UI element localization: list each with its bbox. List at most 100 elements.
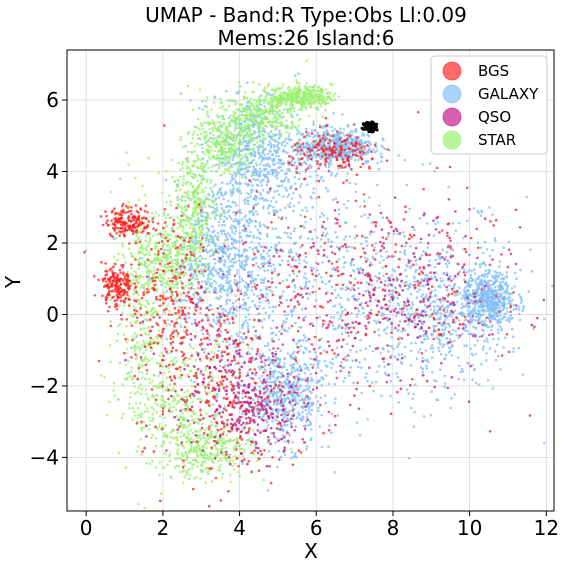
point-galaxy: [396, 329, 400, 333]
point-galaxy: [484, 263, 487, 267]
point-galaxy: [244, 307, 247, 310]
point-galaxy: [337, 294, 340, 297]
point-galaxy: [358, 361, 361, 364]
point-galaxy: [219, 131, 223, 134]
point-star: [139, 327, 142, 330]
point-galaxy: [273, 364, 277, 368]
point-galaxy: [467, 279, 471, 282]
point-galaxy: [298, 262, 301, 265]
point-galaxy: [485, 352, 488, 355]
point-star: [187, 461, 190, 464]
point-galaxy: [273, 190, 276, 193]
point-galaxy: [220, 232, 224, 236]
point-galaxy: [237, 398, 240, 402]
point-galaxy: [501, 280, 505, 284]
point-galaxy: [212, 257, 216, 261]
point-star: [148, 340, 152, 343]
point-galaxy: [490, 279, 493, 283]
point-galaxy: [480, 262, 484, 266]
point-galaxy: [469, 317, 472, 320]
point-star: [163, 432, 167, 435]
point-galaxy: [251, 184, 254, 187]
point-galaxy: [445, 271, 449, 275]
point-galaxy: [296, 165, 299, 168]
point-galaxy: [286, 330, 289, 333]
point-galaxy: [493, 317, 497, 321]
point-galaxy: [301, 377, 304, 381]
point-galaxy: [428, 315, 431, 318]
point-galaxy: [461, 370, 465, 373]
point-star: [143, 289, 147, 292]
point-star: [152, 266, 156, 269]
point-galaxy: [507, 320, 511, 324]
point-galaxy: [363, 358, 367, 361]
point-galaxy: [301, 132, 304, 136]
point-galaxy: [228, 130, 232, 134]
point-star: [157, 425, 161, 428]
point-galaxy: [363, 213, 367, 216]
point-galaxy: [290, 310, 293, 314]
point-star: [172, 395, 175, 399]
point-galaxy: [262, 164, 266, 167]
point-galaxy: [234, 260, 238, 264]
point-star: [207, 380, 211, 384]
point-galaxy: [283, 144, 287, 148]
point-galaxy: [259, 94, 263, 97]
point-galaxy: [443, 374, 446, 378]
point-galaxy: [244, 144, 247, 148]
point-galaxy: [478, 275, 481, 278]
point-galaxy: [308, 135, 312, 138]
point-galaxy: [281, 290, 285, 293]
point-galaxy: [486, 379, 490, 382]
point-galaxy: [403, 244, 407, 248]
point-galaxy: [388, 293, 391, 296]
scatter-points: [83, 59, 554, 510]
point-galaxy: [444, 326, 448, 329]
point-star: [121, 253, 125, 256]
point-galaxy: [279, 263, 282, 267]
point-galaxy: [214, 183, 217, 186]
point-galaxy: [279, 455, 283, 459]
point-galaxy: [304, 220, 308, 224]
point-galaxy: [241, 340, 245, 344]
point-galaxy: [267, 449, 271, 453]
point-galaxy: [230, 247, 233, 250]
point-galaxy: [445, 308, 449, 312]
point-galaxy: [285, 189, 288, 192]
point-galaxy: [420, 284, 423, 288]
point-star: [132, 381, 135, 385]
point-galaxy: [320, 280, 324, 284]
point-galaxy: [272, 205, 275, 209]
point-galaxy: [267, 380, 270, 384]
point-galaxy: [271, 227, 275, 230]
point-galaxy: [264, 167, 268, 171]
point-star: [208, 391, 211, 394]
point-galaxy: [202, 262, 205, 266]
point-galaxy: [254, 388, 258, 392]
point-galaxy: [268, 289, 272, 292]
point-galaxy: [258, 221, 262, 224]
point-galaxy: [337, 326, 340, 330]
point-star: [146, 265, 149, 269]
point-star: [132, 278, 135, 281]
point-galaxy: [403, 234, 406, 238]
point-galaxy: [350, 157, 353, 160]
point-galaxy: [199, 311, 202, 315]
point-galaxy: [247, 270, 251, 274]
point-galaxy: [339, 314, 343, 318]
point-galaxy: [493, 285, 497, 289]
point-galaxy: [476, 339, 479, 342]
point-galaxy: [333, 128, 337, 131]
point-galaxy: [267, 249, 271, 253]
point-galaxy: [270, 410, 274, 414]
point-galaxy: [426, 337, 430, 341]
point-galaxy: [263, 173, 267, 177]
point-galaxy: [343, 376, 347, 380]
point-galaxy: [311, 206, 315, 209]
point-star: [185, 440, 188, 444]
point-galaxy: [208, 334, 211, 337]
point-star: [140, 376, 144, 380]
point-galaxy: [419, 366, 423, 369]
point-galaxy: [232, 210, 235, 214]
point-galaxy: [287, 180, 290, 184]
